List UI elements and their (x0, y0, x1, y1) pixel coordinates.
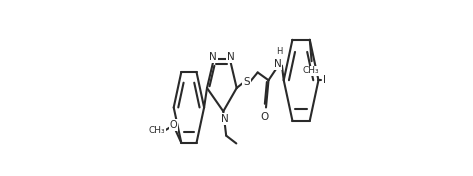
Text: CH₃: CH₃ (149, 126, 166, 135)
Text: CH₃: CH₃ (303, 66, 319, 75)
Text: O: O (261, 112, 269, 122)
Text: O: O (169, 120, 177, 130)
Text: S: S (244, 77, 250, 87)
Text: N: N (209, 52, 217, 62)
Text: N: N (274, 59, 281, 69)
Text: N: N (227, 52, 235, 62)
Text: H: H (276, 47, 282, 56)
Text: I: I (323, 75, 326, 85)
Text: N: N (221, 114, 228, 124)
